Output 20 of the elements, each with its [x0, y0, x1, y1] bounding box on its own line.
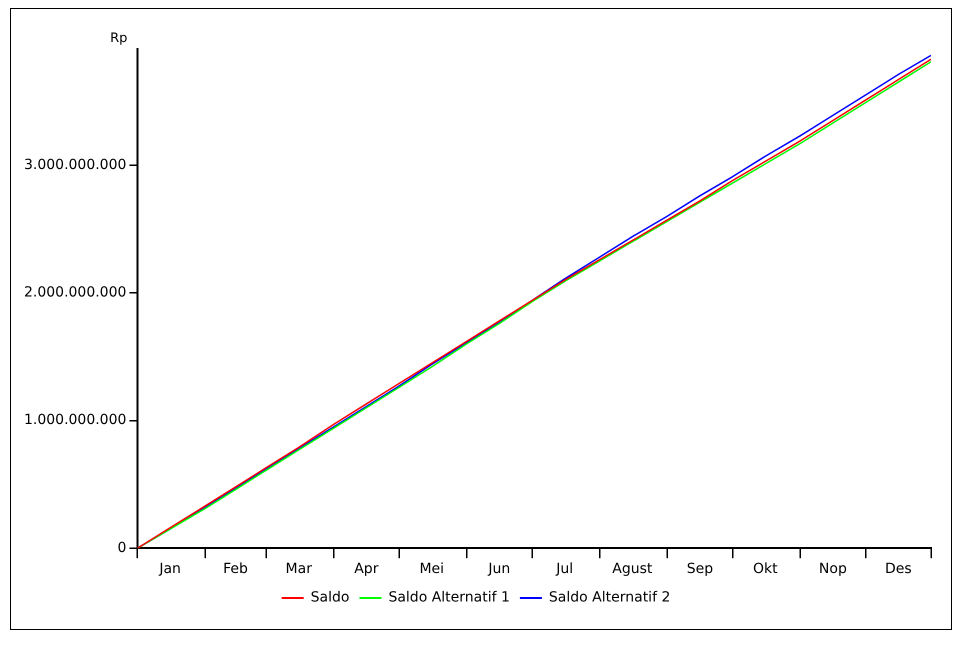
legend-label: Saldo — [310, 590, 350, 606]
y-tick-label: 0 — [118, 540, 126, 556]
x-tick-label: Des — [884, 561, 912, 578]
x-tick-label: Sep — [686, 561, 714, 578]
legend-label: Saldo Alternatif 2 — [548, 590, 670, 606]
x-tick-label: Apr — [354, 561, 379, 578]
y-tick-label: 1.000.000.000 — [24, 412, 126, 428]
x-tick-label: Jun — [487, 561, 510, 578]
x-tick-label: Mei — [419, 561, 444, 578]
x-tick-label: Jul — [555, 561, 574, 578]
x-tick-label: Nop — [818, 561, 847, 578]
y-tick-label: 2.000.000.000 — [24, 284, 126, 300]
x-tick-label: Jan — [158, 561, 181, 578]
y-tick-label: 3.000.000.000 — [24, 156, 126, 173]
x-tick-label: Agust — [612, 561, 653, 578]
x-tick-label: Mar — [286, 561, 312, 578]
y-axis-title: Rp — [110, 30, 128, 46]
legend-label: Saldo Alternatif 1 — [388, 590, 510, 606]
x-tick-label: Okt — [752, 561, 778, 578]
x-tick-label: Feb — [223, 561, 248, 578]
